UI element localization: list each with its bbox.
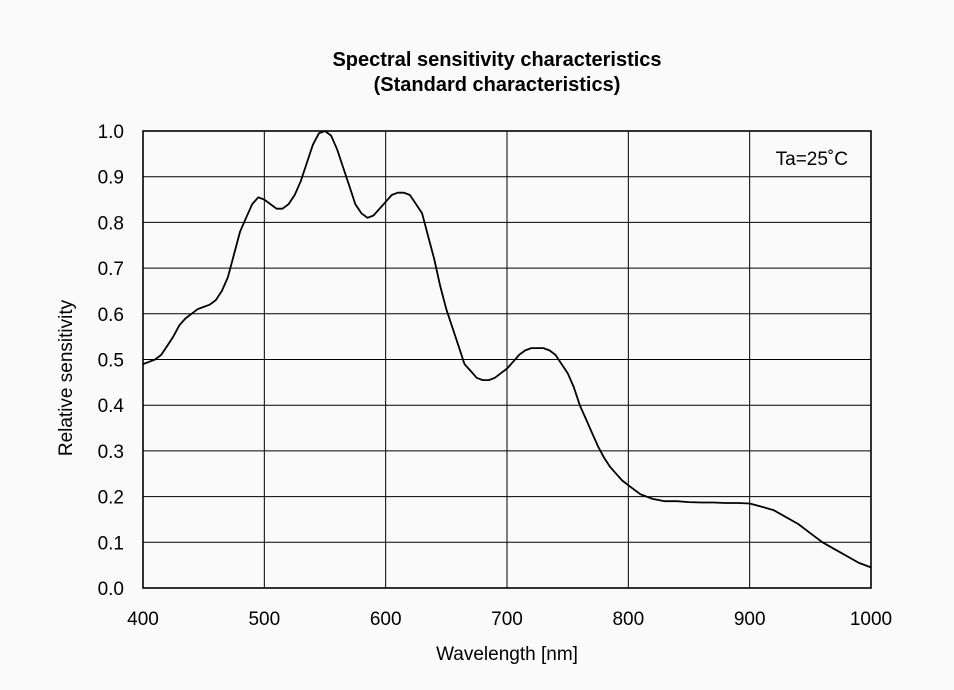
tick-labels: 400 500 600 700 800 900 1000 0.0 0.1 0.2 0.3 0.4 0.5… xyxy=(98,122,893,630)
temperature-annotation: Ta=25˚C xyxy=(776,149,848,170)
y-tick-label: 0.4 xyxy=(98,396,125,417)
y-tick-label: 1.0 xyxy=(98,122,124,143)
chart-subtitle: (Standard characteristics) xyxy=(374,74,621,96)
x-tick-label: 1000 xyxy=(850,609,892,630)
chart-title: Spectral sensitivity characteristics xyxy=(332,49,661,71)
y-tick-label: 0.5 xyxy=(98,351,124,372)
x-tick-label: 600 xyxy=(370,609,402,630)
plot-frame xyxy=(142,130,872,589)
y-tick-label: 0.7 xyxy=(98,259,124,280)
x-tick-label: 800 xyxy=(612,609,644,630)
x-tick-label: 900 xyxy=(734,609,766,630)
x-tick-label: 500 xyxy=(248,609,280,630)
x-tick-label: 400 xyxy=(127,609,159,630)
sensitivity-curve xyxy=(142,130,872,569)
y-axis-label: Relative sensitivity xyxy=(56,299,77,456)
x-axis-label: Wavelength [nm] xyxy=(436,644,578,665)
y-tick-label: 0.0 xyxy=(98,579,124,600)
x-tick-label: 700 xyxy=(491,609,523,630)
y-tick-label: 0.2 xyxy=(98,488,124,509)
y-tick-label: 0.8 xyxy=(98,213,124,234)
y-tick-label: 0.9 xyxy=(98,168,124,189)
y-tick-label: 0.3 xyxy=(98,442,124,463)
y-tick-label: 0.6 xyxy=(98,305,124,326)
y-tick-label: 0.1 xyxy=(98,533,124,554)
